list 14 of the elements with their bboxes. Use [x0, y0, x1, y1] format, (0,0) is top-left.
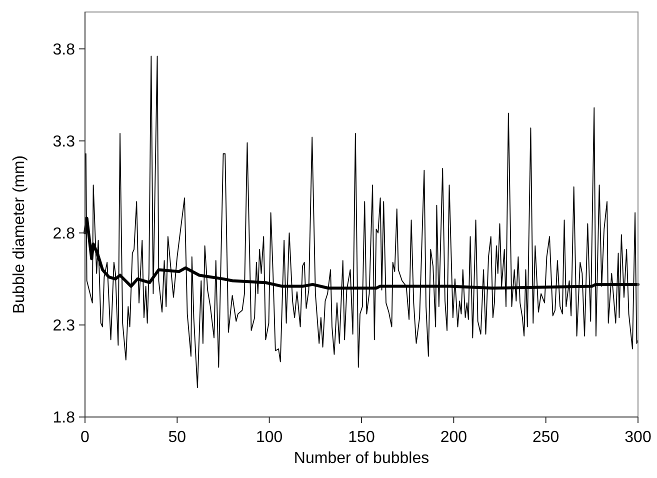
- x-tick-label: 250: [532, 429, 560, 446]
- y-tick-label: 2.8: [52, 226, 76, 243]
- y-tick-label: 3.3: [52, 133, 76, 150]
- y-tick-label: 1.8: [52, 410, 76, 427]
- x-axis-title: Number of bubbles: [294, 450, 430, 467]
- x-tick-label: 300: [624, 429, 652, 446]
- y-axis-title: Bubble diameter (mm): [11, 155, 28, 314]
- y-tick-label: 3.8: [52, 41, 76, 58]
- x-tick-label: 50: [168, 429, 186, 446]
- x-tick-label: 150: [348, 429, 375, 446]
- x-tick-label: 200: [440, 429, 468, 446]
- x-tick-label: 100: [256, 429, 283, 446]
- x-tick-label: 0: [80, 429, 90, 446]
- y-tick-label: 2.3: [52, 318, 76, 335]
